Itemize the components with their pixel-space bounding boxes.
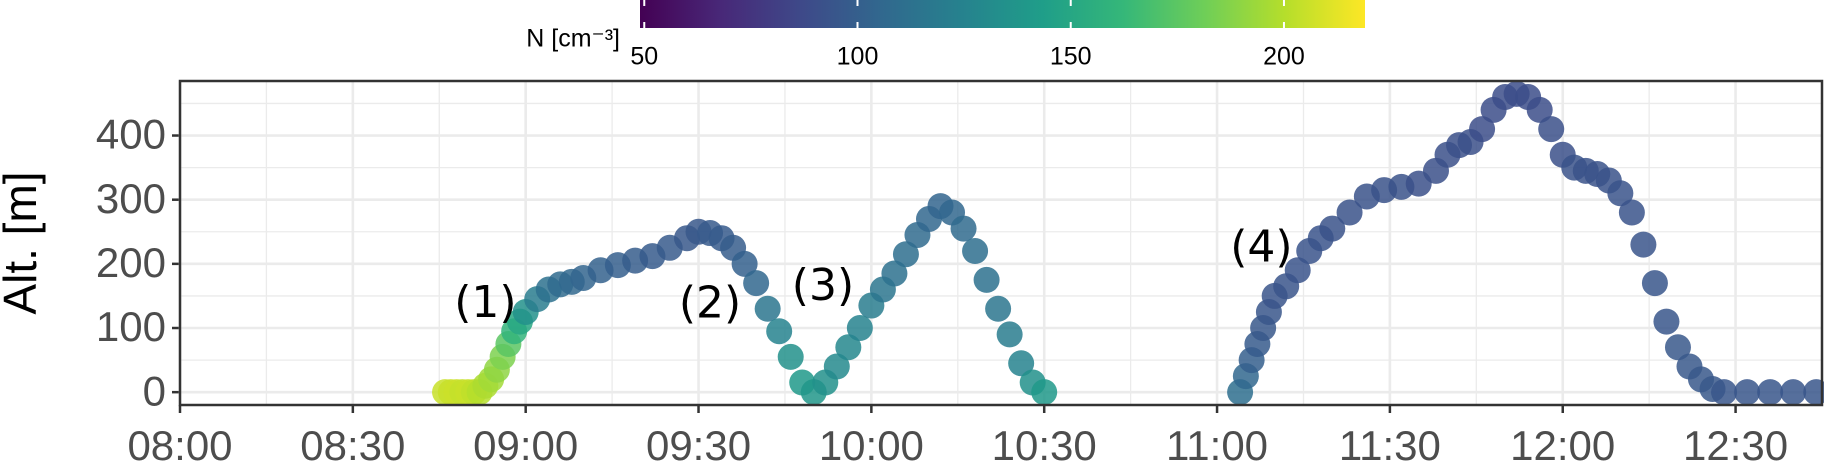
point: [846, 315, 873, 342]
point: [1711, 379, 1738, 406]
y-tick-label: 0: [143, 367, 166, 414]
point: [950, 215, 977, 242]
point: [892, 241, 919, 268]
point: [1653, 308, 1680, 335]
x-tick-label: 11:30: [1339, 422, 1441, 469]
x-tick-label: 09:00: [473, 422, 578, 469]
y-axis-label: Alt. [m]: [0, 171, 46, 314]
point: [1284, 257, 1311, 284]
point: [835, 334, 862, 361]
annotation: (4): [1230, 222, 1292, 273]
x-tick-label: 12:30: [1683, 422, 1788, 469]
point: [1031, 379, 1058, 406]
annotation: (2): [679, 278, 741, 329]
x-tick-label: 11:00: [1166, 422, 1268, 469]
point: [1538, 116, 1565, 143]
point: [1803, 379, 1824, 406]
point: [881, 260, 908, 287]
point: [996, 321, 1023, 348]
colorbar-label: N [cm⁻³]: [526, 25, 620, 53]
point: [777, 343, 804, 370]
point: [1734, 379, 1761, 406]
annotation: (3): [792, 260, 854, 311]
point: [962, 238, 989, 265]
point: [1641, 270, 1668, 297]
point: [1319, 215, 1346, 242]
point: [1630, 231, 1657, 258]
point: [973, 266, 1000, 293]
x-tick-label: 10:00: [819, 422, 924, 469]
colorbar-tick-label: 100: [837, 43, 879, 71]
y-tick-label: 400: [96, 111, 166, 158]
x-tick-label: 12:00: [1510, 422, 1615, 469]
point: [823, 353, 850, 380]
plot-frame: [178, 79, 1824, 407]
colorbar: [640, 0, 1365, 28]
colorbar-tick-label: 150: [1050, 43, 1092, 71]
x-tick-label: 08:00: [127, 422, 232, 469]
colorbar-tick-label: 50: [630, 43, 658, 71]
y-tick-label: 300: [96, 175, 166, 222]
point: [1757, 379, 1784, 406]
point: [1469, 116, 1496, 143]
x-tick-label: 10:30: [992, 422, 1097, 469]
point: [731, 250, 758, 277]
annotation: (1): [454, 277, 516, 328]
point: [1607, 180, 1634, 207]
point: [1008, 350, 1035, 377]
colorbar-tick-label: 200: [1263, 43, 1305, 71]
point: [1618, 199, 1645, 226]
point: [754, 295, 781, 322]
y-tick-label: 100: [96, 303, 166, 350]
point: [1780, 379, 1807, 406]
x-tick-label: 08:30: [300, 422, 405, 469]
point: [985, 295, 1012, 322]
point: [1664, 334, 1691, 361]
y-tick-label: 200: [96, 239, 166, 286]
point: [1526, 96, 1553, 123]
point: [766, 318, 793, 345]
x-tick-label: 09:30: [646, 422, 751, 469]
point: [743, 270, 770, 297]
point: [1336, 199, 1363, 226]
